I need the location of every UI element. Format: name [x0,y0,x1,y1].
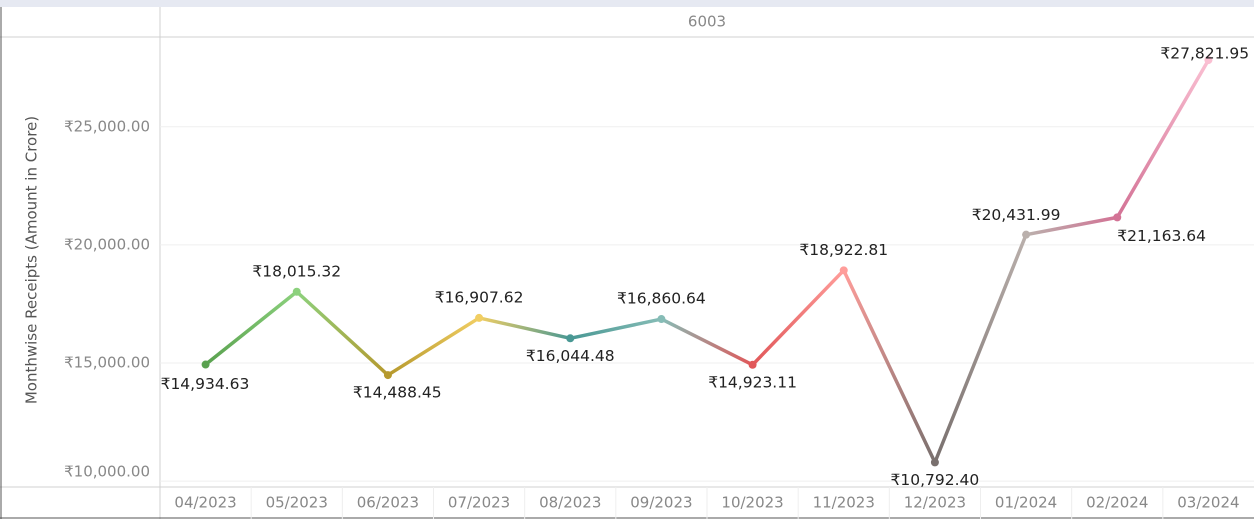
point [475,313,484,322]
y-tick-label: ₹10,000.00 [64,463,150,481]
x-tick-label: 03/2024 [1177,494,1239,512]
point [292,287,301,296]
y-tick-label: ₹20,000.00 [64,235,150,253]
line-segment [203,290,299,367]
y-tick-label: ₹15,000.00 [64,353,150,371]
point [201,360,210,369]
data-label: ₹14,923.11 [708,373,797,391]
point [930,458,939,467]
x-tick-label: 05/2023 [266,494,328,512]
top-band [0,0,1254,7]
line-segment [477,316,572,341]
x-tick-label: 08/2023 [539,494,601,512]
point [748,360,757,369]
point [839,266,848,275]
point [566,334,575,343]
header: 6003 [688,13,726,31]
data-label: ₹16,860.64 [617,290,706,308]
line-segment [295,290,390,377]
line-segment [1024,215,1119,237]
x-tick-label: 12/2023 [904,494,966,512]
point [1022,230,1031,239]
point [1113,213,1122,222]
data-label: ₹27,821.95 [1160,45,1249,63]
x-tick-label: 02/2024 [1086,494,1148,512]
x-tick-label: 01/2024 [995,494,1057,512]
data-label: ₹21,163.64 [1117,227,1206,245]
line-segment [659,317,755,367]
x-tick-label: 06/2023 [357,494,419,512]
data-label: ₹18,922.81 [799,241,888,259]
x-tick-label: 09/2023 [630,494,692,512]
data-label: ₹14,488.45 [353,384,442,402]
point [383,371,392,380]
y-tick-label: ₹25,000.00 [64,117,150,135]
y-axis-title: Monthwise Receipts (Amount in Crore) [23,116,41,404]
line-segment [1115,58,1211,220]
data-label: ₹14,934.63 [161,375,250,393]
data-label: ₹10,792.40 [891,471,980,489]
point [657,315,666,324]
x-tick-label: 10/2023 [721,494,783,512]
data-label: ₹20,431.99 [972,206,1061,224]
x-tick-label: 07/2023 [448,494,510,512]
data-label: ₹18,015.32 [252,262,341,280]
line-segment [750,268,846,367]
line-segment [842,268,937,465]
x-tick-label: 11/2023 [813,494,875,512]
data-label: ₹16,907.62 [435,288,524,306]
line-segment [386,316,481,377]
line-segment [933,232,1028,465]
line-segment [568,317,664,341]
x-tick-label: 04/2023 [174,494,236,512]
data-label: ₹16,044.48 [526,347,615,365]
point [1204,56,1213,65]
